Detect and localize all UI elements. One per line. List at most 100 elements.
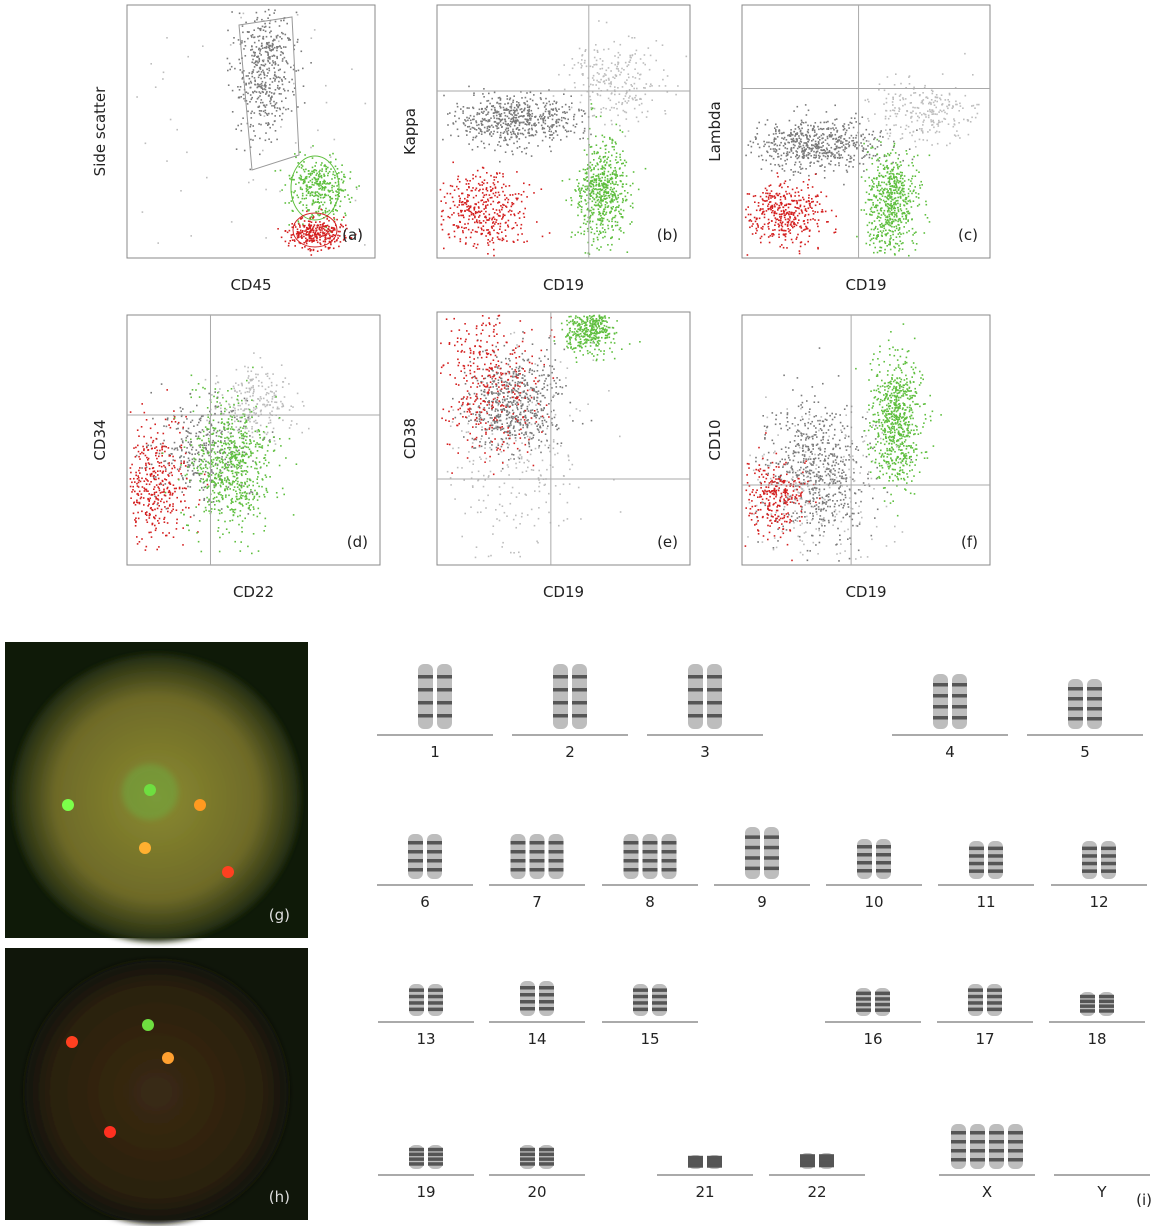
event-dot bbox=[808, 134, 811, 137]
event-dot bbox=[874, 227, 876, 230]
event-dot bbox=[580, 232, 582, 235]
event-dot bbox=[962, 107, 964, 109]
event-dot bbox=[466, 205, 468, 208]
event-dot bbox=[921, 130, 924, 132]
event-dot bbox=[517, 132, 519, 134]
event-dot bbox=[888, 215, 891, 218]
event-dot bbox=[619, 153, 621, 156]
event-dot bbox=[449, 112, 451, 114]
event-dot bbox=[319, 169, 321, 172]
event-dot bbox=[281, 60, 284, 62]
event-dot bbox=[288, 37, 290, 40]
event-dot bbox=[611, 182, 614, 184]
event-dot bbox=[488, 231, 491, 233]
event-dot bbox=[588, 127, 591, 130]
event-dot bbox=[338, 178, 340, 180]
event-dot bbox=[822, 155, 825, 157]
event-dot bbox=[802, 154, 805, 157]
event-dot bbox=[618, 93, 621, 95]
event-dot bbox=[881, 222, 883, 225]
event-dot bbox=[461, 209, 463, 212]
event-dot bbox=[452, 123, 455, 125]
event-dot bbox=[480, 120, 482, 123]
event-dot bbox=[255, 407, 258, 409]
event-dot bbox=[881, 226, 883, 228]
event-dot bbox=[246, 427, 248, 430]
event-dot bbox=[619, 73, 621, 76]
event-dot bbox=[902, 199, 904, 202]
event-dot bbox=[603, 75, 605, 77]
event-dot bbox=[794, 199, 796, 202]
event-dot bbox=[582, 137, 584, 140]
event-dot bbox=[310, 62, 312, 64]
event-dot bbox=[892, 161, 894, 164]
event-dot bbox=[840, 154, 842, 156]
event-dot bbox=[922, 139, 925, 141]
event-dot bbox=[884, 240, 886, 243]
event-dot bbox=[615, 183, 617, 185]
event-dot bbox=[873, 183, 875, 185]
event-dot bbox=[311, 202, 314, 205]
event-dot bbox=[938, 119, 940, 122]
event-dot bbox=[493, 212, 496, 214]
event-dot bbox=[577, 214, 579, 217]
event-dot bbox=[890, 190, 892, 192]
event-dot bbox=[317, 233, 320, 236]
event-dot bbox=[579, 101, 582, 104]
event-dot bbox=[499, 222, 502, 225]
event-dot bbox=[307, 248, 310, 251]
event-dot bbox=[845, 143, 847, 145]
event-dot bbox=[509, 120, 512, 123]
event-dot bbox=[293, 239, 296, 241]
event-dot bbox=[506, 124, 509, 127]
event-dot bbox=[548, 111, 551, 113]
event-dot bbox=[893, 84, 896, 86]
event-dot bbox=[601, 218, 604, 220]
event-dot bbox=[550, 130, 552, 133]
event-dot bbox=[749, 213, 752, 216]
event-dot bbox=[296, 228, 299, 231]
event-dot bbox=[565, 199, 567, 202]
event-dot bbox=[322, 231, 324, 233]
event-dot bbox=[296, 41, 299, 43]
event-dot bbox=[891, 205, 894, 207]
event-dot bbox=[296, 237, 299, 239]
event-dot bbox=[820, 127, 822, 130]
event-dot bbox=[259, 137, 261, 140]
event-dot bbox=[835, 228, 837, 231]
event-dot bbox=[487, 242, 489, 244]
event-dot bbox=[746, 193, 749, 195]
event-dot bbox=[578, 109, 580, 112]
event-dot bbox=[260, 27, 262, 30]
event-dot bbox=[499, 160, 501, 163]
event-dot bbox=[245, 402, 247, 405]
event-dot bbox=[614, 214, 617, 217]
event-dot bbox=[622, 150, 624, 152]
event-dot bbox=[900, 182, 903, 185]
event-dot bbox=[467, 228, 470, 231]
event-dot bbox=[633, 87, 635, 90]
event-dot bbox=[838, 135, 841, 138]
event-dot bbox=[916, 205, 919, 207]
event-dot bbox=[834, 118, 836, 121]
event-dot bbox=[512, 120, 515, 122]
event-dot bbox=[251, 45, 253, 48]
event-dot bbox=[518, 129, 520, 131]
event-dot bbox=[766, 150, 768, 153]
event-dot bbox=[277, 34, 279, 37]
event-dot bbox=[309, 192, 312, 195]
event-dot bbox=[468, 215, 471, 217]
event-dot bbox=[578, 201, 581, 203]
event-dot bbox=[889, 211, 891, 213]
event-dot bbox=[260, 64, 263, 66]
event-dot bbox=[315, 180, 318, 183]
event-dot bbox=[289, 240, 291, 242]
event-dot bbox=[524, 107, 526, 110]
event-dot bbox=[609, 136, 611, 139]
event-dot bbox=[955, 100, 957, 103]
event-dot bbox=[294, 142, 297, 144]
event-dot bbox=[600, 195, 602, 197]
event-dot bbox=[321, 209, 323, 211]
event-dot bbox=[269, 390, 272, 393]
event-dot bbox=[631, 221, 633, 223]
